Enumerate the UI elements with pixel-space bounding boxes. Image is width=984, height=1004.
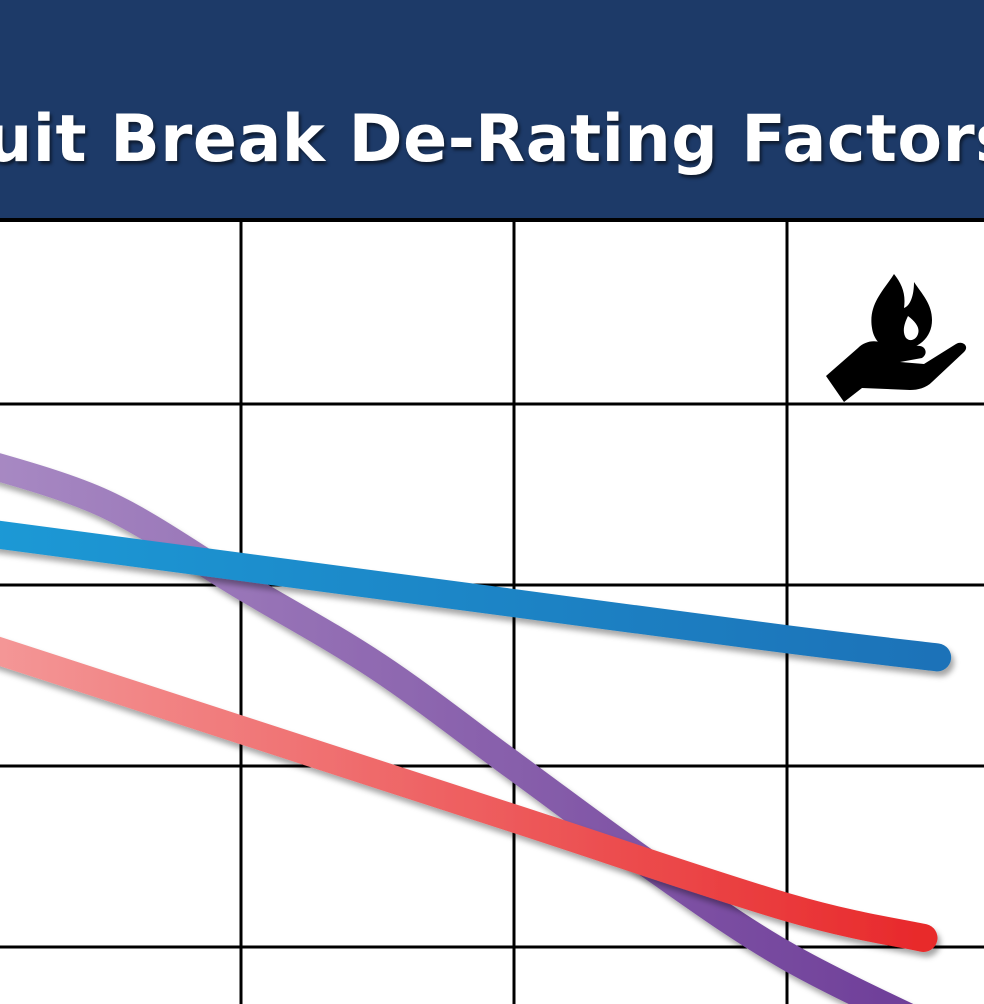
chart-header: uit Break De-Rating Factors [0,0,984,218]
series-line-1 [0,453,914,1004]
chart-svg [0,218,984,1004]
chart-title: uit Break De-Rating Factors [0,102,984,177]
series-line-2 [0,520,952,672]
flame-in-hand-icon [826,274,967,402]
plot-area [0,218,984,1004]
series-line-3 [0,636,938,952]
